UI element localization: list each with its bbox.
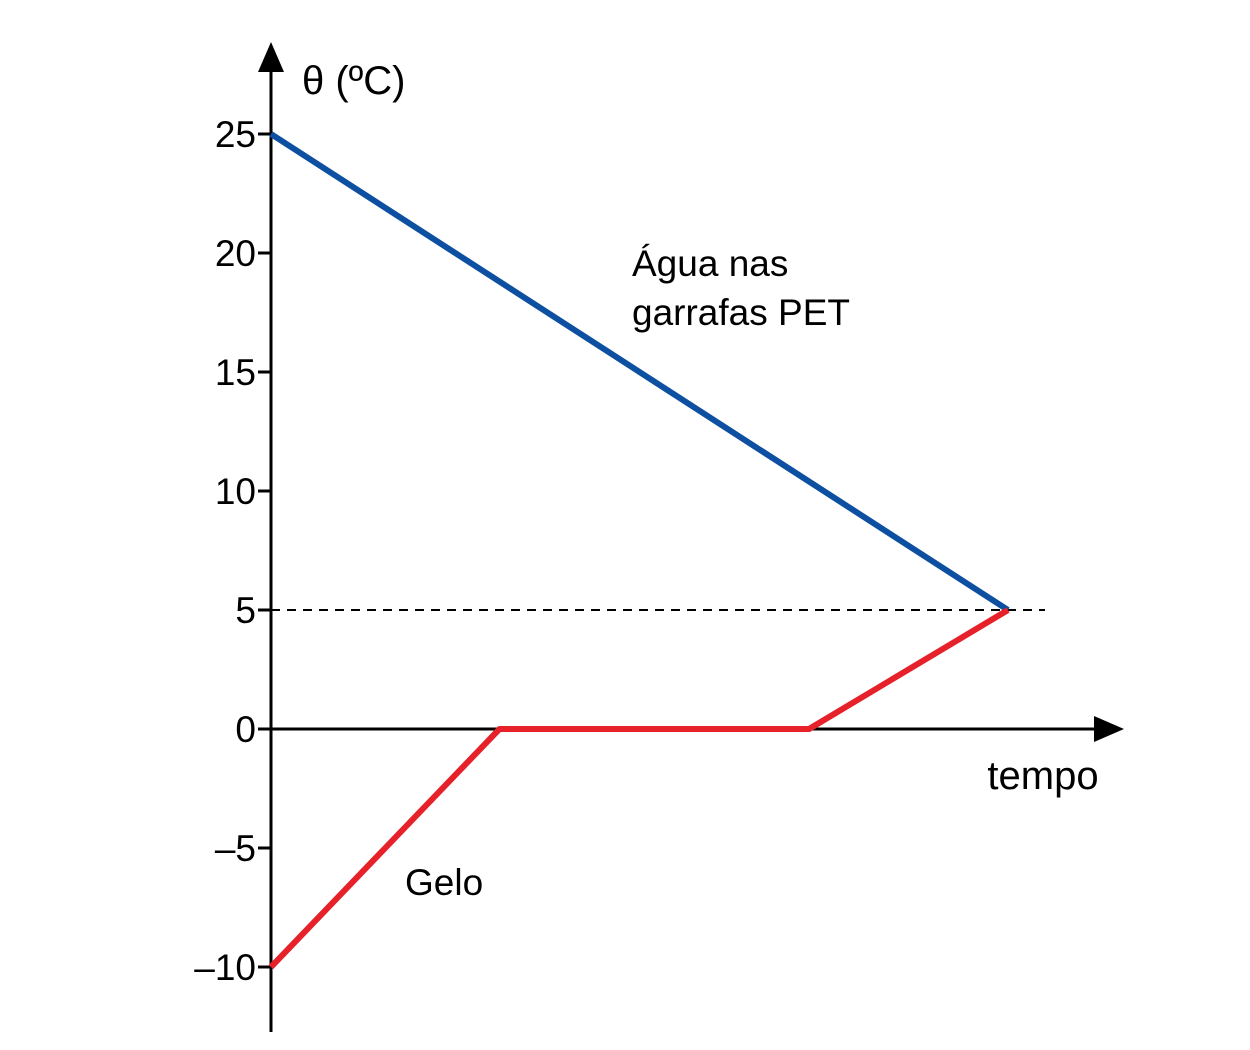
series-label-water: Água nas [632, 243, 788, 284]
y-tick-label: 25 [215, 114, 256, 155]
series-line-ice [268, 607, 1010, 970]
y-tick-label: 15 [215, 352, 256, 393]
series-label-water: garrafas PET [632, 292, 850, 333]
y-axis-label: θ (ºC) [302, 59, 406, 103]
x-axis-label: tempo [987, 754, 1098, 798]
y-tick-label: 5 [235, 590, 256, 631]
y-axis-arrow [258, 42, 284, 72]
y-tick-label: 10 [215, 471, 256, 512]
y-tick-label: –10 [194, 947, 256, 988]
series-line-water [269, 131, 1010, 613]
x-axis-arrow [1094, 716, 1124, 742]
y-tick-label: 20 [215, 233, 256, 274]
series-label-ice: Gelo [405, 862, 483, 903]
y-tick-label: 0 [235, 709, 256, 750]
y-tick-label: –5 [215, 828, 256, 869]
